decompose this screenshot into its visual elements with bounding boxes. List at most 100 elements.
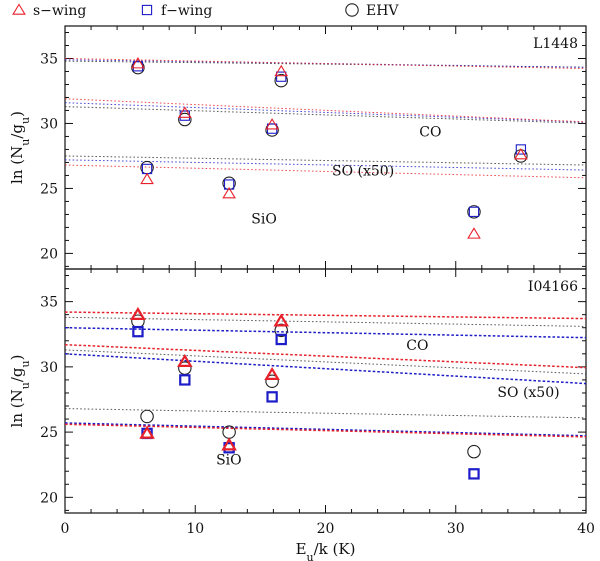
annotation-so-x50: SO (x50) <box>332 163 394 179</box>
axis-titles: Eu/k (K) <box>296 540 356 561</box>
fit-line-sio-f-wing <box>64 422 587 437</box>
legend-entry-ehv: EHV <box>345 3 399 19</box>
data-point-so-s-wing <box>177 106 192 118</box>
x-tick-label: 10 <box>186 521 204 537</box>
y-tick-label: 20 <box>40 490 58 506</box>
y-axis-title-part: ln (N <box>8 146 26 184</box>
fit-line-so-ehv <box>64 349 587 375</box>
data-point-so-s-wing <box>514 147 528 160</box>
legend-marker-circle <box>345 3 359 17</box>
panel-title: L1448 <box>533 36 578 52</box>
y-tick-label: 30 <box>40 360 58 376</box>
x-tick-label: 0 <box>61 521 70 537</box>
fit-lines <box>64 58 587 179</box>
data-point-co-s-wing <box>274 64 289 77</box>
legend-entry-f-wing: f−wing <box>141 3 212 19</box>
data-point-so-f-wing <box>179 374 191 386</box>
y-axis-title-part: ) <box>8 111 26 117</box>
fit-line-sio-s-wing <box>64 164 587 179</box>
panel-i04166: 20 25 30 35 0 10 20 30 40 I04166 CO SO (x50) SiO ln (… <box>8 268 595 537</box>
data-point-co-s-wing <box>273 313 290 327</box>
fit-line-so-f-wing <box>64 102 587 123</box>
x-axis-title: Eu/k (K) <box>296 540 356 561</box>
y-axis-title: ln (Nu/gu) <box>8 111 32 184</box>
legend-marker-square <box>141 4 153 16</box>
y-tick-label: 25 <box>40 425 58 441</box>
legend-label: f−wing <box>161 3 212 19</box>
plot-frame <box>64 25 587 270</box>
data-points <box>130 306 481 480</box>
annotation-co: CO <box>406 338 428 354</box>
fit-line-so-ehv <box>64 106 587 124</box>
fit-line-co-ehv <box>64 316 587 327</box>
fit-line-so-s-wing <box>64 98 587 123</box>
x-tick-label: 40 <box>577 521 595 537</box>
data-point-so-f-wing <box>515 144 527 155</box>
fit-lines <box>64 311 587 438</box>
legend-entry-s-wing: s−wing <box>12 3 86 19</box>
x-tick-label: 20 <box>317 521 335 537</box>
fit-line-sio-ehv <box>64 155 587 166</box>
data-point-so-ehv <box>265 374 279 388</box>
data-point-sio-ehv <box>467 444 481 459</box>
y-axis-title: ln (Nu/gu) <box>8 355 32 428</box>
data-points <box>131 57 528 239</box>
data-point-sio-s-wing <box>139 425 155 439</box>
data-point-co-f-wing <box>276 71 287 82</box>
data-point-co-f-wing <box>275 333 287 346</box>
data-point-so-s-wing <box>264 366 280 380</box>
data-point-sio-ehv <box>467 205 481 219</box>
legend-label: s−wing <box>33 3 86 19</box>
x-axis-title-part: /k (K) <box>314 540 356 558</box>
y-tick-label: 35 <box>40 51 58 67</box>
data-point-sio-f-wing <box>468 468 480 480</box>
data-point-so-ehv <box>178 112 192 127</box>
y-tick-label: 25 <box>40 181 58 197</box>
fit-line-sio-ehv <box>64 408 587 419</box>
x-tick-label: 30 <box>447 521 465 537</box>
data-point-sio-f-wing <box>141 163 153 175</box>
data-point-so-s-wing <box>265 118 279 130</box>
annotation-sio: SiO <box>251 212 277 228</box>
data-point-so-s-wing <box>177 353 193 367</box>
panel-title: I04166 <box>528 279 578 295</box>
data-point-sio-ehv <box>222 425 236 439</box>
y-axis-title-subscript: u <box>19 360 32 367</box>
x-axis-title-part: E <box>296 540 307 558</box>
data-point-so-f-wing <box>266 391 278 403</box>
fit-line-co-f-wing <box>64 59 587 68</box>
fit-line-co-f-wing <box>64 326 587 339</box>
data-point-sio-s-wing <box>140 172 154 185</box>
fit-line-sio-s-wing <box>64 423 587 438</box>
legend-label: EHV <box>366 3 399 19</box>
y-axis-title-part: ln (N <box>8 389 26 427</box>
fit-line-co-s-wing <box>64 58 587 70</box>
data-point-sio-s-wing <box>222 186 236 199</box>
y-tick-label: 35 <box>40 295 58 311</box>
fit-line-sio-f-wing <box>64 159 587 171</box>
y-axis-title-subscript: u <box>19 139 32 146</box>
annotation-sio: SiO <box>216 453 242 469</box>
y-axis-title-subscript: u <box>19 382 32 389</box>
y-axis-title-part: /g <box>8 367 26 382</box>
fit-line-co-s-wing <box>65 311 587 320</box>
data-point-sio-s-wing <box>221 437 237 451</box>
data-point-sio-s-wing <box>467 227 481 239</box>
fit-line-so-f-wing <box>64 353 587 385</box>
y-tick-label: 30 <box>40 116 58 132</box>
data-point-co-ehv <box>274 73 288 88</box>
legend: s−wing f−wing EHV <box>12 3 399 19</box>
data-point-co-s-wing <box>131 57 145 69</box>
y-axis-title-subscript: u <box>19 117 32 124</box>
annotation-so-x50: SO (x50) <box>497 385 559 401</box>
y-axis-title-part: ) <box>8 355 26 361</box>
data-point-sio-f-wing <box>223 179 235 190</box>
y-tick-label: 20 <box>40 246 58 262</box>
legend-marker-triangle <box>12 3 26 15</box>
data-point-co-ehv <box>274 323 288 338</box>
x-axis-title-subscript: u <box>307 551 314 561</box>
data-point-co-f-wing <box>132 325 144 338</box>
data-point-sio-f-wing <box>468 206 480 217</box>
